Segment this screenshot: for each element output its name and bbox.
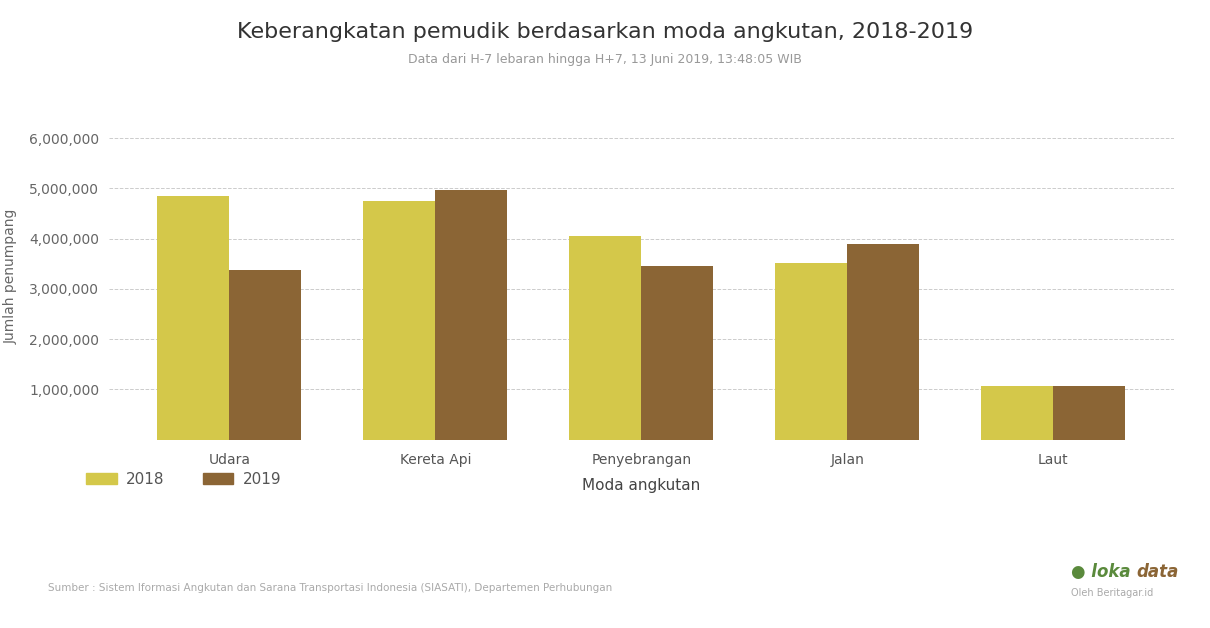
Bar	[363, 201, 436, 440]
Bar	[230, 270, 301, 440]
Text: Keberangkatan pemudik berdasarkan moda angkutan, 2018-2019: Keberangkatan pemudik berdasarkan moda a…	[237, 22, 973, 42]
Bar	[641, 266, 714, 440]
Text: Oleh Beritagar.id: Oleh Beritagar.id	[1071, 588, 1153, 598]
Text: ● loka: ● loka	[1071, 563, 1130, 581]
Bar	[436, 190, 507, 440]
Bar	[569, 236, 641, 440]
Text: Sumber : Sistem Iformasi Angkutan dan Sarana Transportasi Indonesia (SIASATI), D: Sumber : Sistem Iformasi Angkutan dan Sa…	[48, 583, 612, 593]
Bar	[1053, 386, 1125, 440]
Legend: 2018, 2019: 2018, 2019	[80, 466, 287, 494]
Bar	[157, 196, 230, 440]
Text: data: data	[1136, 563, 1179, 581]
Bar	[981, 386, 1053, 440]
Text: Data dari H-7 lebaran hingga H+7, 13 Juni 2019, 13:48:05 WIB: Data dari H-7 lebaran hingga H+7, 13 Jun…	[408, 53, 802, 67]
Bar	[776, 263, 847, 440]
Y-axis label: Jumlah penumpang: Jumlah penumpang	[4, 208, 18, 344]
Bar	[847, 244, 920, 440]
X-axis label: Moda angkutan: Moda angkutan	[582, 478, 701, 493]
